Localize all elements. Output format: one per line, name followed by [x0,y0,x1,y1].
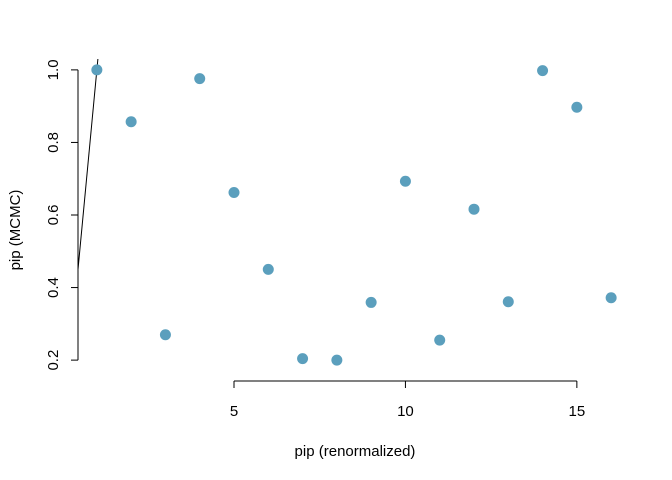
data-point [502,296,514,308]
x-tick-label: 5 [230,403,238,420]
x-axis-label: pip (renormalized) [295,443,416,460]
data-point [365,296,377,308]
data-point [91,64,103,76]
y-tick-label: 0.2 [45,350,62,371]
data-point [262,263,274,275]
y-tick-label: 1.0 [45,59,62,80]
y-tick-label: 0.8 [45,132,62,153]
data-point [434,334,446,346]
axes [77,69,577,382]
x-axis-ticks: 5 10 15 [230,381,585,420]
data-point [194,73,206,85]
x-tick-label: 15 [569,403,586,420]
data-point [605,292,617,304]
reference-line [78,59,99,270]
data-point [468,203,480,215]
data-point [125,116,137,128]
data-point [571,101,583,113]
y-axis-ticks: 0.2 0.4 0.6 0.8 1.0 [45,59,78,371]
data-point [159,329,171,341]
reference-line-layer [78,59,99,270]
data-point [331,354,343,366]
data-point [537,65,549,77]
y-axis-label: pip (MCMC) [7,190,24,271]
x-tick-label: 10 [397,403,414,420]
data-points [91,64,617,366]
y-tick-label: 0.6 [45,205,62,226]
data-point [399,175,411,187]
data-point [228,187,240,199]
data-point [297,353,309,365]
y-tick-label: 0.4 [45,277,62,298]
